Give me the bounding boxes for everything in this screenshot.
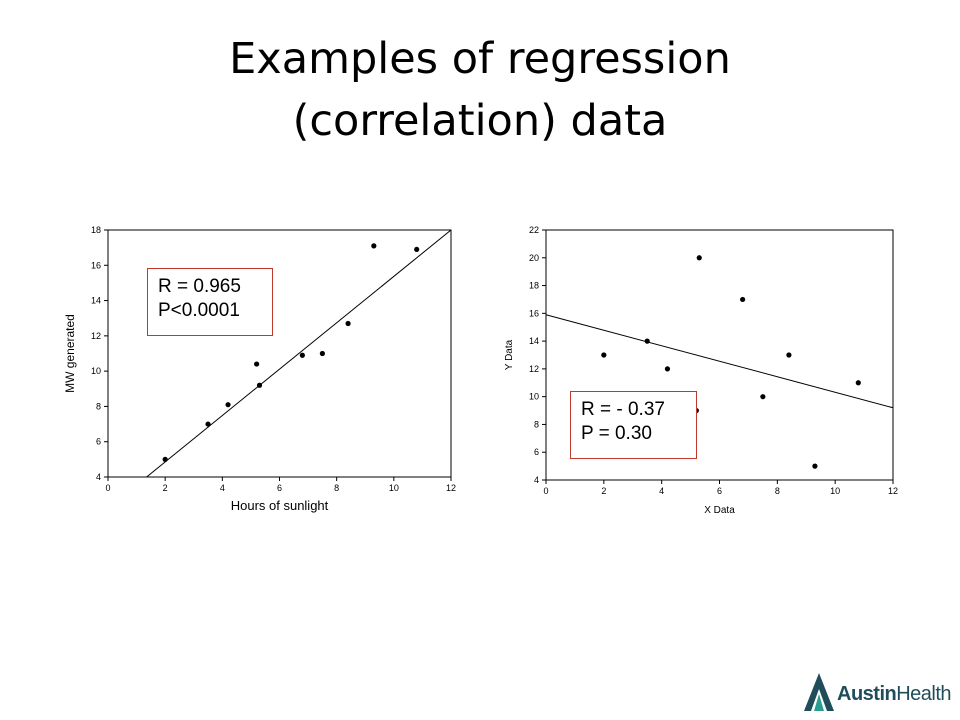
chart-mw-vs-sunlight: 0 2 4 6 8 10 12 4 6 8 10 12 14 16 18 Hours of sunlight M… xyxy=(63,225,456,513)
y-tick-label: 10 xyxy=(91,366,101,376)
data-point xyxy=(696,255,702,261)
x-tick-label: 6 xyxy=(277,483,282,493)
data-point xyxy=(371,243,377,249)
data-point xyxy=(812,463,818,469)
data-point xyxy=(225,402,231,408)
title-line-1: Examples of regression xyxy=(229,34,731,84)
x-tick-label: 2 xyxy=(601,486,606,496)
x-tick-label: 12 xyxy=(446,483,456,493)
stat-box-left: R = 0.965 P<0.0001 xyxy=(147,268,273,336)
x-tick-label: 4 xyxy=(659,486,664,496)
data-point xyxy=(345,320,351,327)
x-tick-label: 8 xyxy=(775,486,780,496)
data-point xyxy=(414,246,420,253)
stat-box-right: R = - 0.37 P = 0.30 xyxy=(570,391,697,459)
austin-health-logo-text: AustinHealth xyxy=(837,683,952,706)
y-tick-label: 4 xyxy=(96,472,101,482)
y-tick-label: 16 xyxy=(529,308,539,318)
x-tick-label: 0 xyxy=(543,486,548,496)
data-point xyxy=(664,366,671,372)
x-axis-title: Hours of sunlight xyxy=(231,498,329,513)
data-point xyxy=(256,382,263,388)
x-tick-label: 12 xyxy=(888,486,898,496)
stat-r-value-left: R = 0.965 xyxy=(158,276,241,297)
slide-title: Examples of regression (correlation) dat… xyxy=(0,28,960,152)
y-tick-label: 10 xyxy=(529,392,539,402)
y-axis-title: Y Data xyxy=(504,339,515,370)
y-axis-title: MW generated xyxy=(63,314,77,393)
y-tick-label: 18 xyxy=(529,281,539,291)
stat-r-value-right: R = - 0.37 xyxy=(581,399,665,420)
data-point xyxy=(319,350,325,357)
y-tick-label: 22 xyxy=(529,225,539,235)
y-tick-label: 4 xyxy=(534,475,539,485)
x-tick-label: 0 xyxy=(105,483,110,493)
y-tick-label: 20 xyxy=(529,253,539,263)
y-tick-label: 14 xyxy=(91,296,101,306)
y-tick-label: 18 xyxy=(91,225,101,235)
data-point xyxy=(740,296,746,303)
x-tick-label: 8 xyxy=(334,483,339,493)
data-point xyxy=(760,394,766,400)
austin-health-logo-icon xyxy=(804,673,834,711)
data-point xyxy=(601,352,607,358)
x-tick-label: 2 xyxy=(163,483,168,493)
chart-y-vs-x: 0 2 4 6 8 10 12 4 6 8 10 12 14 16 18 20 22 X Data Y Data xyxy=(504,225,898,516)
y-tick-label: 8 xyxy=(96,401,101,411)
logo-text-regular: Health xyxy=(896,683,952,705)
logo-text-bold: Austin xyxy=(837,683,897,705)
stat-p-value-left: P<0.0001 xyxy=(158,300,240,321)
y-tick-label: 8 xyxy=(534,419,539,429)
data-point xyxy=(299,352,305,358)
y-tick-label: 14 xyxy=(529,336,539,346)
x-tick-label: 10 xyxy=(389,483,399,493)
data-point xyxy=(786,352,792,358)
x-tick-label: 10 xyxy=(830,486,840,496)
x-axis-title: X Data xyxy=(704,505,735,516)
stat-p-value-right: P = 0.30 xyxy=(581,423,652,444)
x-tick-label: 4 xyxy=(220,483,225,493)
data-point xyxy=(644,338,650,344)
y-tick-label: 6 xyxy=(96,437,101,447)
data-point xyxy=(162,456,168,462)
regression-line xyxy=(146,229,452,478)
y-tick-label: 12 xyxy=(529,364,539,374)
y-tick-label: 6 xyxy=(534,447,539,457)
data-point xyxy=(205,421,211,427)
x-tick-label: 6 xyxy=(717,486,722,496)
regression-line xyxy=(545,314,894,409)
data-point xyxy=(254,361,260,367)
y-tick-label: 12 xyxy=(91,331,101,341)
y-tick-label: 16 xyxy=(91,260,101,270)
title-line-2: (correlation) data xyxy=(292,96,668,146)
data-point xyxy=(855,380,861,386)
